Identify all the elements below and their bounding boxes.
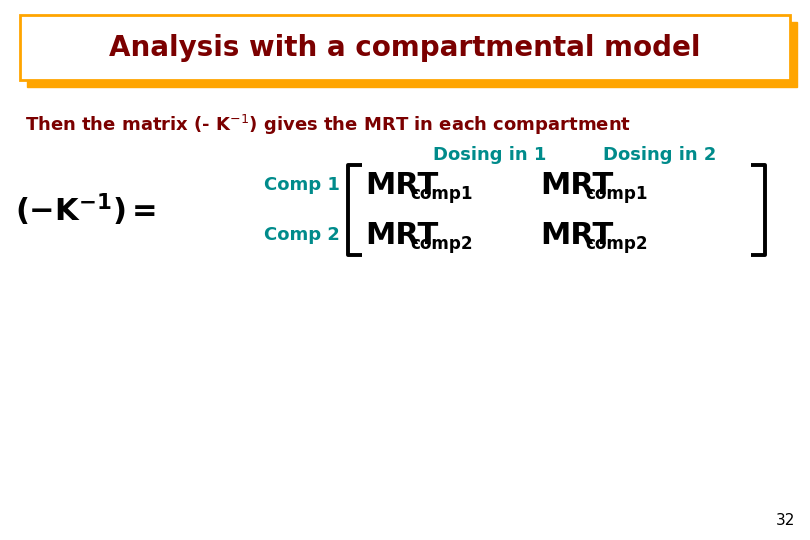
Text: comp2: comp2 <box>410 235 473 253</box>
Text: Then the matrix (- K$^{-1}$) gives the MRT in each compartment: Then the matrix (- K$^{-1}$) gives the M… <box>25 113 631 137</box>
Text: Comp 2: Comp 2 <box>264 226 340 244</box>
Text: 32: 32 <box>776 513 795 528</box>
Text: MRT: MRT <box>365 220 438 249</box>
Bar <box>27 22 797 87</box>
Text: Dosing in 2: Dosing in 2 <box>603 146 717 164</box>
Text: comp2: comp2 <box>585 235 648 253</box>
Text: Dosing in 1: Dosing in 1 <box>433 146 547 164</box>
Text: comp1: comp1 <box>585 185 648 203</box>
Text: MRT: MRT <box>365 171 438 199</box>
Text: Analysis with a compartmental model: Analysis with a compartmental model <box>109 34 701 62</box>
Bar <box>20 15 790 80</box>
Text: $\mathbf{(-K^{-1}) =}$: $\mathbf{(-K^{-1}) =}$ <box>15 192 156 228</box>
Text: MRT: MRT <box>540 171 613 199</box>
Text: Comp 1: Comp 1 <box>264 176 340 194</box>
Text: MRT: MRT <box>540 220 613 249</box>
Text: comp1: comp1 <box>410 185 472 203</box>
